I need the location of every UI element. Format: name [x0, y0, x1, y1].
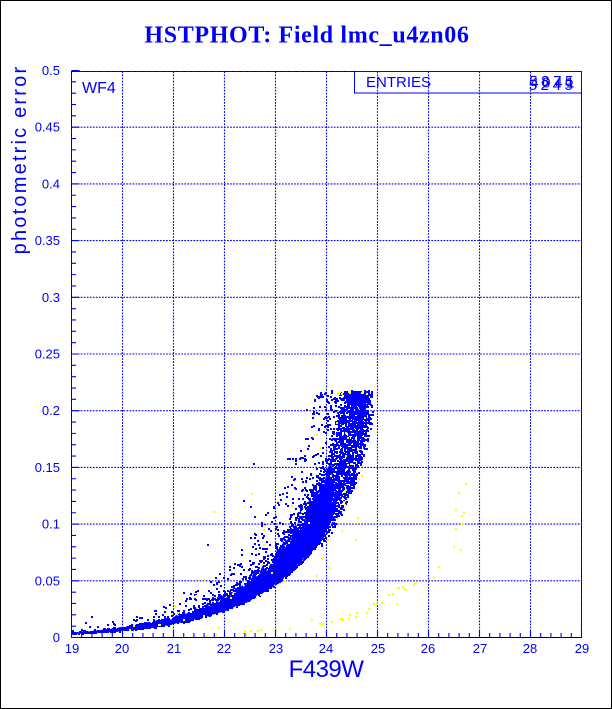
svg-text:29: 29 — [575, 641, 589, 656]
svg-text:21: 21 — [167, 641, 181, 656]
svg-text:28: 28 — [523, 641, 537, 656]
svg-text:0.15: 0.15 — [35, 460, 60, 475]
svg-text:HSTPHOT: Field lmc_u4zn06: HSTPHOT: Field lmc_u4zn06 — [144, 23, 469, 49]
svg-text:F439W: F439W — [289, 656, 365, 683]
svg-text:24: 24 — [319, 641, 333, 656]
svg-text:22: 22 — [217, 641, 231, 656]
svg-text:27: 27 — [473, 641, 487, 656]
svg-text:5245: 5245 — [529, 77, 577, 94]
svg-text:5875: 5875 — [529, 73, 577, 90]
svg-text:WF4: WF4 — [82, 80, 116, 97]
svg-text:20: 20 — [115, 641, 129, 656]
svg-text:19: 19 — [65, 641, 79, 656]
svg-text:photometric error: photometric error — [9, 65, 31, 255]
svg-text:0.1: 0.1 — [42, 517, 60, 532]
svg-text:0.4: 0.4 — [42, 176, 60, 191]
svg-text:0.3: 0.3 — [42, 290, 60, 305]
svg-text:25: 25 — [371, 641, 385, 656]
svg-text:ENTRIES: ENTRIES — [366, 74, 431, 91]
svg-text:23: 23 — [269, 641, 283, 656]
svg-text:4041: 4041 — [530, 75, 578, 92]
svg-text:0.05: 0.05 — [35, 573, 60, 588]
svg-text:0.5: 0.5 — [42, 63, 60, 78]
svg-text:0.2: 0.2 — [42, 403, 60, 418]
svg-text:26: 26 — [421, 641, 435, 656]
svg-text:0: 0 — [53, 630, 60, 645]
svg-text:0.25: 0.25 — [35, 347, 60, 362]
svg-text:0.35: 0.35 — [35, 233, 60, 248]
svg-text:0.45: 0.45 — [35, 120, 60, 135]
